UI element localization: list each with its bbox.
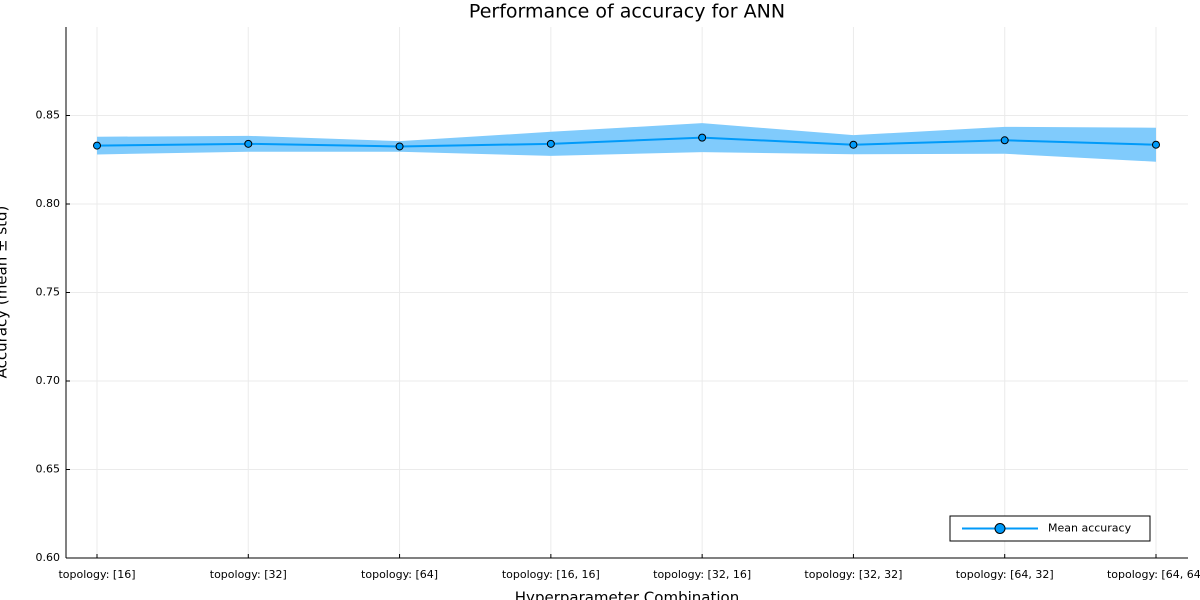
- point: [1152, 140, 1160, 149]
- x-tick-label: topology: [64, 32]: [956, 568, 1054, 581]
- x-tick-label: topology: [16, 16]: [502, 568, 600, 581]
- legend-marker: [994, 523, 1006, 534]
- y-tick-label: 0.70: [36, 374, 61, 387]
- x-tick-label: topology: [64, 64]: [1107, 568, 1200, 581]
- point: [244, 139, 253, 148]
- y-tick-label: 0.75: [36, 286, 61, 299]
- point: [546, 139, 555, 148]
- legend-label: Mean accuracy: [1048, 522, 1132, 535]
- point: [93, 141, 101, 150]
- line: [96, 136, 1157, 148]
- x-tick-label: topology: [32, 32]: [804, 568, 902, 581]
- x-tick-label: topology: [16]: [58, 568, 135, 581]
- y-tick-label: 0.85: [36, 109, 61, 122]
- error-band: [97, 123, 1156, 162]
- x-axis-label: Hyperparameter Combination: [515, 589, 739, 600]
- y-tick-label: 0.65: [36, 463, 61, 476]
- y-tick-label: 0.60: [36, 551, 61, 564]
- x-tick-label: topology: [32]: [210, 568, 287, 581]
- x-tick-label: topology: [64]: [361, 568, 438, 581]
- chart-title: Performance of accuracy for ANN: [469, 1, 785, 23]
- point: [1000, 136, 1009, 145]
- y-tick-label: 0.80: [36, 197, 61, 210]
- point: [849, 140, 858, 149]
- point: [395, 142, 404, 151]
- point: [698, 133, 707, 142]
- y-axis-label: Accuracy (mean ± std): [0, 206, 11, 379]
- legend: Mean accuracy: [949, 515, 1151, 542]
- x-tick-label: topology: [32, 16]: [653, 568, 751, 581]
